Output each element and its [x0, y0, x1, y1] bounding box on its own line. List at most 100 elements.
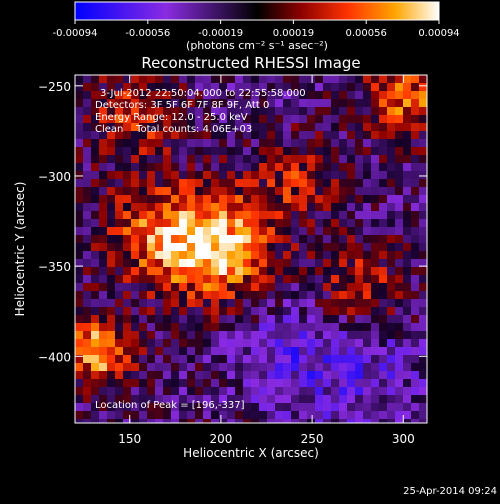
heatmap-cell	[267, 411, 276, 420]
heatmap-cell	[299, 419, 308, 423]
heatmap-cell	[131, 139, 140, 148]
heatmap-cell	[299, 291, 308, 300]
heatmap-cell	[179, 163, 188, 172]
heatmap-cell	[347, 75, 356, 84]
heatmap-cell	[395, 219, 404, 228]
heatmap-cell	[307, 347, 316, 356]
heatmap-cell	[283, 107, 292, 116]
heatmap-cell	[91, 403, 100, 412]
heatmap-cell	[131, 219, 140, 228]
heatmap-cell	[283, 419, 292, 423]
heatmap-cell	[155, 139, 164, 148]
heatmap-cell	[243, 307, 252, 316]
heatmap-cell	[115, 267, 124, 276]
heatmap-cell	[163, 267, 172, 276]
heatmap-cell	[355, 115, 364, 124]
heatmap-cell	[323, 419, 332, 423]
heatmap-cell	[403, 307, 412, 316]
heatmap-cell	[91, 411, 100, 420]
heatmap-cell	[411, 323, 420, 332]
heatmap-cell	[403, 99, 412, 108]
heatmap-cell	[371, 403, 380, 412]
heatmap-cell	[243, 187, 252, 196]
heatmap-cell	[323, 83, 332, 92]
heatmap-cell	[355, 347, 364, 356]
heatmap-cell	[171, 123, 180, 132]
heatmap-cell	[155, 131, 164, 140]
heatmap-cell	[259, 139, 268, 148]
heatmap-cell	[387, 387, 396, 396]
heatmap-cell	[419, 211, 427, 220]
heatmap-cell	[363, 299, 372, 308]
heatmap-cell	[235, 387, 244, 396]
heatmap-cell	[227, 379, 236, 388]
heatmap-cell	[371, 371, 380, 380]
heatmap-cell	[227, 179, 236, 188]
heatmap-cell	[195, 243, 204, 252]
heatmap-cell	[371, 251, 380, 260]
heatmap-cell	[379, 91, 388, 100]
heatmap-cell	[219, 291, 228, 300]
heatmap-cell	[179, 139, 188, 148]
heatmap-cell	[107, 195, 116, 204]
heatmap-cell	[235, 339, 244, 348]
heatmap-cell	[275, 155, 284, 164]
heatmap-cell	[83, 291, 92, 300]
heatmap-cell	[243, 107, 252, 116]
heatmap-cell	[219, 419, 228, 423]
heatmap-cell	[99, 227, 108, 236]
heatmap-cell	[299, 331, 308, 340]
heatmap-cell	[419, 91, 427, 100]
heatmap-cell	[91, 251, 100, 260]
heatmap-cell	[291, 347, 300, 356]
heatmap-cell	[163, 219, 172, 228]
heatmap-cell	[163, 179, 172, 188]
heatmap-cell	[139, 267, 148, 276]
heatmap-cell	[227, 259, 236, 268]
heatmap-cell	[107, 275, 116, 284]
heatmap-cell	[291, 403, 300, 412]
heatmap-cell	[379, 163, 388, 172]
heatmap-cell	[107, 123, 116, 132]
heatmap-cell	[403, 355, 412, 364]
heatmap-cell	[139, 219, 148, 228]
heatmap-cell	[363, 75, 372, 84]
heatmap-cell	[251, 395, 260, 404]
heatmap-cell	[291, 235, 300, 244]
heatmap-cell	[299, 99, 308, 108]
heatmap-cell	[307, 339, 316, 348]
heatmap-cell	[99, 379, 108, 388]
heatmap-cell	[243, 299, 252, 308]
heatmap-cell	[363, 283, 372, 292]
heatmap-cell	[211, 75, 220, 84]
heatmap-cell	[355, 267, 364, 276]
heatmap-cell	[115, 203, 124, 212]
heatmap-cell	[267, 227, 276, 236]
heatmap-cell	[123, 75, 132, 84]
heatmap-cell	[219, 99, 228, 108]
heatmap-cell	[235, 155, 244, 164]
heatmap-cell	[339, 147, 348, 156]
heatmap-cell	[355, 307, 364, 316]
heatmap-cell	[139, 91, 148, 100]
heatmap-cell	[75, 171, 84, 180]
heatmap-cell	[315, 107, 324, 116]
heatmap-cell	[107, 307, 116, 316]
heatmap-cell	[251, 163, 260, 172]
heatmap-cell	[211, 315, 220, 324]
heatmap-cell	[323, 115, 332, 124]
heatmap-cell	[115, 379, 124, 388]
heatmap-cell	[387, 339, 396, 348]
heatmap-cell	[395, 187, 404, 196]
heatmap-cell	[395, 355, 404, 364]
heatmap-cell	[187, 315, 196, 324]
colorbar-tick-label: 0.00094	[418, 28, 459, 39]
heatmap-cell	[363, 91, 372, 100]
heatmap-cell	[331, 267, 340, 276]
heatmap-cell	[291, 203, 300, 212]
heatmap-cell	[139, 243, 148, 252]
heatmap-cell	[275, 307, 284, 316]
heatmap-cell	[83, 339, 92, 348]
heatmap-cell	[139, 355, 148, 364]
heatmap-cell	[123, 331, 132, 340]
